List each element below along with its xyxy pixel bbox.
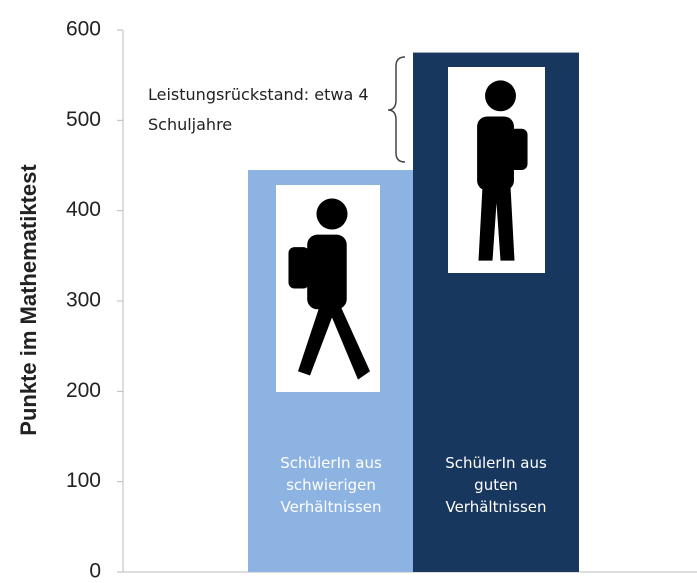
category-label: SchülerIn aus guten Verhältnissen xyxy=(431,452,561,518)
annotation: Leistungsrückstand: etwa 4 Schuljahre xyxy=(148,80,388,140)
icon-bag xyxy=(508,129,527,170)
category-label: SchülerIn aus schwierigen Verhältnissen xyxy=(266,452,396,518)
chart: Punkte im Mathematiktest 0 100 200 300 400 50… xyxy=(0,0,697,583)
brace xyxy=(388,57,405,162)
category-label-box: SchülerIn aus guten Verhältnissen xyxy=(431,452,561,552)
y-tick-label: 100 xyxy=(66,469,101,492)
y-tick-label: 0 xyxy=(89,560,101,583)
annotation-box: Leistungsrückstand: etwa 4 Schuljahre xyxy=(148,80,388,150)
icon-head xyxy=(316,198,347,229)
y-axis-label: Punkte im Mathematiktest xyxy=(16,164,41,436)
icon-head xyxy=(485,80,516,111)
y-tick-label: 500 xyxy=(66,108,101,131)
icon-bag xyxy=(288,247,309,288)
y-tick-label: 400 xyxy=(66,198,101,221)
icon-body xyxy=(307,235,347,310)
y-tick-label: 600 xyxy=(66,18,101,41)
silhouette-icon xyxy=(276,185,380,392)
y-tick-label: 300 xyxy=(66,289,101,312)
category-label-box: SchülerIn aus schwierigen Verhältnissen xyxy=(266,452,396,552)
silhouette-icon xyxy=(448,67,545,273)
y-tick-label: 200 xyxy=(66,379,101,402)
